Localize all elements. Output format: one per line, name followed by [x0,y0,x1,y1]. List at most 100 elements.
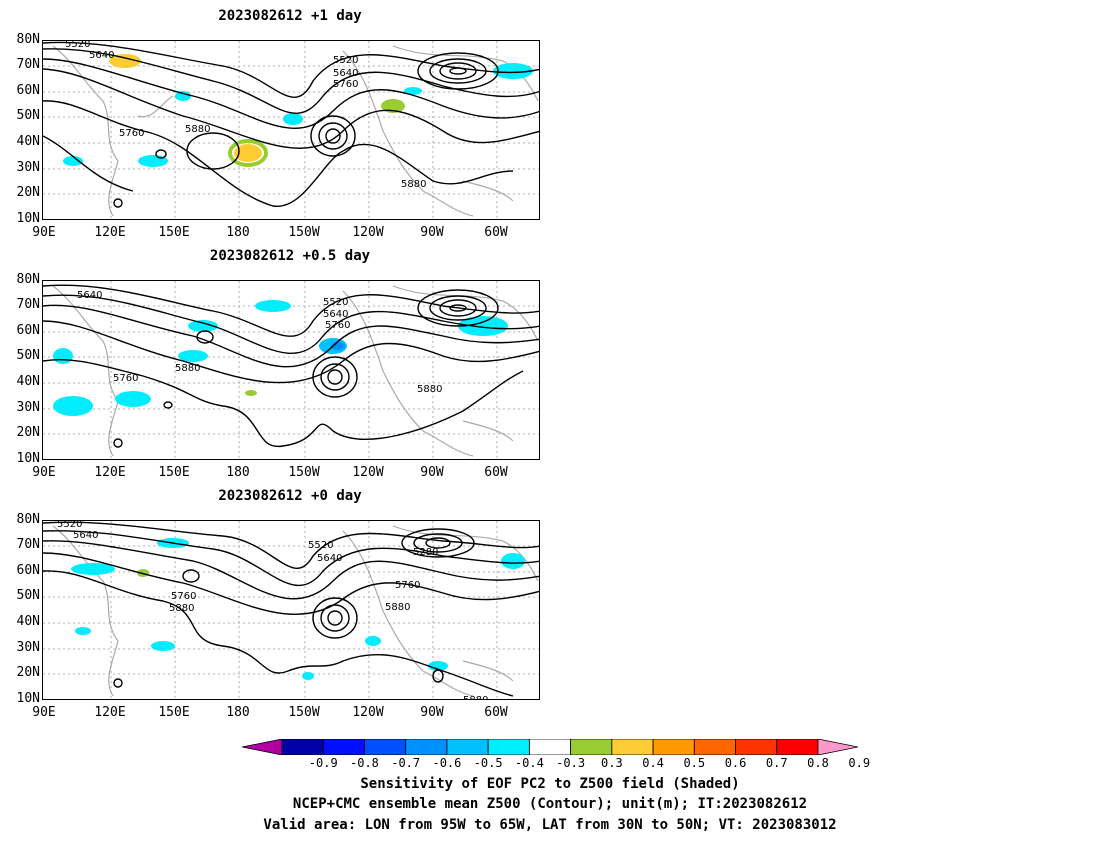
lon-label: 150E [158,465,190,480]
colorbar-segment [693,739,736,755]
lat-label: 70N [16,297,40,312]
lat-label: 50N [16,348,40,363]
contour-label: 5760 [325,320,350,331]
colorbar-tick-label: -0.6 [432,756,462,770]
lat-label: 20N [16,185,40,200]
lon-label: 150W [288,225,320,240]
lat-label: 80N [16,512,40,527]
lat-label: 50N [16,588,40,603]
map-panel-1: 5520 5640 5520 5640 5760 5760 5880 5880 [42,40,540,220]
lon-label: 60W [484,225,508,240]
map-panel-1-graphic: 5520 5640 5520 5640 5760 5760 5880 5880 [43,41,539,219]
lon-label: 60W [484,465,508,480]
lat-label: 10N [16,211,40,226]
graticule [43,521,539,699]
contour-label: 5640 [89,50,114,61]
contour-labels: 5520 5640 5520 5640 5280 5760 5760 5880 … [57,521,488,700]
contour-label: 5640 [323,309,348,320]
lon-label: 120E [94,465,126,480]
contour-label: 5520 [57,521,82,530]
colorbar-tick-label: -0.8 [350,756,379,770]
map-panel-3-graphic: 5520 5640 5520 5640 5280 5760 5760 5880 … [43,521,539,700]
contour-label: 5760 [333,79,358,90]
lat-label: 70N [16,57,40,72]
lat-label: 30N [16,640,40,655]
contour-label: 5880 [185,124,210,135]
colorbar-tick-label: -0.3 [556,756,586,770]
contour-labels: 5520 5640 5520 5640 5760 5760 5880 5880 [65,41,426,190]
colorbar-tick-label: 0.8 [807,756,829,770]
contour-label: 5760 [119,128,144,139]
coastline [52,45,539,217]
lon-label: 90W [420,465,444,480]
lat-label: 30N [16,160,40,175]
lat-label: 50N [16,108,40,123]
lat-label: 40N [16,614,40,629]
colorbar-tick-label: -0.5 [473,756,503,770]
contour-label: 5640 [317,553,342,564]
lat-label: 80N [16,32,40,47]
colorbar-segment [611,739,654,755]
colorbar-tick-label: 0.3 [601,756,623,770]
lat-label: 20N [16,425,40,440]
lon-label: 120E [94,705,126,720]
colorbar-segment [242,739,283,755]
map-panel-2: 5640 5520 5640 5760 5760 5880 5880 [42,280,540,460]
colorbar-segment [817,739,858,755]
colorbar-tick-label: 0.5 [683,756,706,770]
lat-label: 10N [16,691,40,706]
panel-1-title: 2023082612 +1 day [218,8,362,24]
contour-label: 5880 [175,363,200,374]
lat-label: 60N [16,83,40,98]
contour-label: 5880 [385,602,410,613]
lon-label: 90E [32,705,56,720]
colorbar-tick-label: 0.7 [765,756,788,770]
contour-labels: 5640 5520 5640 5760 5760 5880 5880 [77,290,442,395]
sensitivity-shading [63,54,533,167]
lon-label: 120W [352,465,384,480]
footer-line-3: Valid area: LON from 95W to 65W, LAT fro… [263,817,837,833]
panel-3-title: 2023082612 +0 day [218,488,362,504]
lat-label: 60N [16,563,40,578]
contour-label: 5880 [417,384,442,395]
contour-label: 5760 [395,580,420,591]
sensitivity-shading [71,538,525,680]
lon-label: 60W [484,705,508,720]
contour-label: 5520 [323,297,348,308]
lat-label: 40N [16,134,40,149]
colorbar-segment [446,739,489,755]
contour-label: 5880 [169,603,194,614]
contour-label: 5280 [413,547,438,558]
colorbar-segment [364,739,407,755]
contour-label: 5640 [77,290,102,301]
lat-label: 60N [16,323,40,338]
colorbar-segment [405,739,448,755]
colorbar-tick-label: 0.9 [848,756,871,770]
contour-label: 5520 [65,41,90,50]
lon-label: 120W [352,225,384,240]
lat-label: 80N [16,272,40,287]
contour-label: 5880 [463,695,488,700]
contour-label: 5760 [171,591,196,602]
lon-label: 90W [420,705,444,720]
contour-label: 5880 [401,179,426,190]
lon-label: 180 [226,465,250,480]
lon-label: 120E [94,225,126,240]
z500-contours [43,41,539,208]
lon-label: 150W [288,465,320,480]
colorbar-segment [776,739,819,755]
contour-label: 5640 [73,530,98,541]
lon-label: 150E [158,225,190,240]
z500-contours [43,521,539,697]
lon-label: 150E [158,705,190,720]
colorbar-segment [570,739,613,755]
lon-label: 90E [32,225,56,240]
footer-line-1: Sensitivity of EOF PC2 to Z500 field (Sh… [360,776,740,792]
colorbar-segment [281,739,324,755]
map-panel-3: 5520 5640 5520 5640 5280 5760 5760 5880 … [42,520,540,700]
lon-label: 90W [420,225,444,240]
colorbar-tick-label: -0.7 [391,756,421,770]
graticule [43,281,539,459]
sensitivity-shading [53,300,508,416]
panel-2-title: 2023082612 +0.5 day [209,248,371,264]
